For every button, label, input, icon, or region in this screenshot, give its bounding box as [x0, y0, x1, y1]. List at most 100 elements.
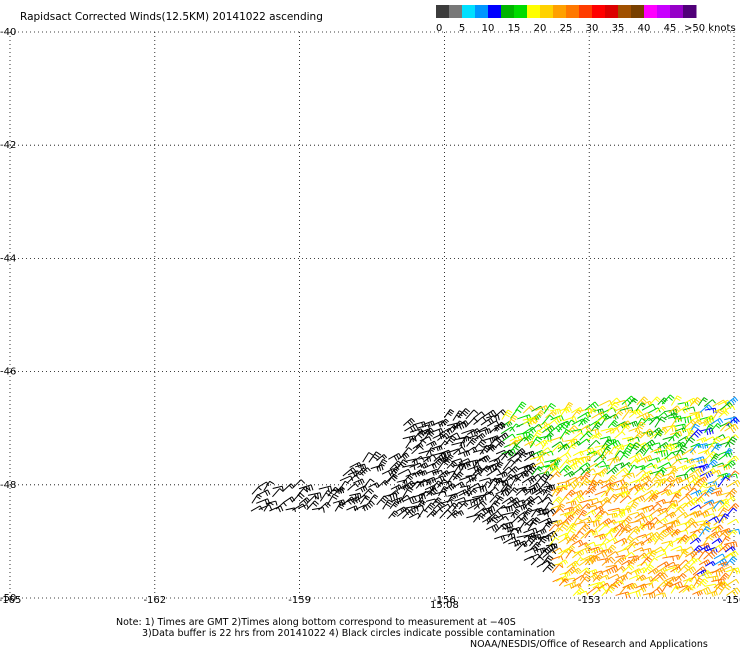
barb-flag	[690, 468, 694, 473]
barb-flag	[521, 489, 526, 494]
barb-flag	[456, 475, 461, 479]
barb-flag	[650, 470, 654, 475]
wind-barb	[718, 452, 732, 461]
wind-barb	[551, 564, 564, 573]
barb-shaft	[698, 559, 709, 566]
wind-barb	[542, 549, 557, 558]
barb-flag	[712, 461, 717, 466]
barb-flag	[525, 470, 530, 476]
wind-barb	[684, 533, 699, 545]
barb-flag	[402, 455, 406, 460]
barb-shaft	[612, 450, 621, 461]
barb-flag	[734, 568, 738, 575]
wind-barb	[697, 586, 711, 595]
barb-shaft	[713, 519, 722, 526]
barb-shaft	[584, 509, 594, 517]
barb-flag	[595, 520, 598, 527]
barb-flag	[601, 470, 606, 475]
barb-shaft	[656, 477, 665, 488]
wind-barb	[619, 450, 632, 461]
barb-flag	[453, 502, 459, 508]
y-tick-label: -42	[0, 140, 16, 151]
wind-barb	[549, 408, 562, 415]
barb-flag	[526, 511, 531, 515]
barb-flag	[570, 514, 575, 519]
barb-flag	[584, 480, 590, 484]
wind-barb	[720, 421, 734, 432]
barb-flag	[639, 496, 644, 502]
barb-flag	[488, 419, 492, 425]
barb-flag	[435, 461, 440, 466]
barb-flag	[583, 475, 589, 480]
barb-flag	[460, 458, 463, 464]
barb-shaft	[626, 541, 635, 551]
wind-barb	[494, 440, 506, 449]
wind-barb	[713, 409, 724, 419]
barb-flag	[693, 433, 699, 438]
barb-shaft	[641, 521, 649, 530]
barb-shaft	[510, 508, 517, 518]
wind-barb	[272, 488, 284, 498]
barb-shaft	[538, 447, 549, 455]
wind-barb	[675, 486, 688, 497]
barb-shaft	[613, 537, 625, 545]
barb-flag	[694, 464, 698, 470]
barb-shaft	[633, 547, 643, 552]
barb-shaft	[633, 431, 641, 440]
wind-barb	[670, 417, 682, 428]
barb-flag	[708, 536, 714, 541]
wind-barb	[668, 519, 681, 531]
barb-flag	[552, 411, 557, 416]
wind-barb	[649, 519, 663, 531]
wind-barb	[605, 527, 616, 537]
wind-barb	[689, 510, 703, 518]
barb-flag	[395, 500, 400, 505]
barb-flag	[664, 427, 669, 432]
wind-barb	[657, 510, 669, 517]
barb-flag	[574, 570, 579, 575]
barb-flag	[453, 494, 457, 499]
wind-barb	[713, 519, 724, 526]
wind-barb	[401, 447, 413, 456]
wind-barb	[263, 502, 274, 512]
barb-flag	[707, 542, 711, 548]
barb-shaft	[550, 505, 560, 510]
barb-shaft	[657, 510, 666, 517]
barb-flag	[592, 486, 597, 491]
barb-flag	[645, 561, 648, 567]
barb-flag	[568, 508, 571, 513]
barb-shaft	[516, 534, 529, 538]
barb-shaft	[692, 520, 705, 524]
wind-barb	[377, 480, 389, 488]
barb-flag	[429, 431, 435, 436]
barb-shaft	[594, 509, 602, 518]
barb-shaft	[604, 544, 613, 554]
barb-flag	[676, 555, 679, 560]
barb-shaft	[682, 406, 694, 411]
barb-flag	[652, 493, 658, 499]
wind-barb	[726, 479, 740, 488]
wind-barbs-layer	[250, 394, 740, 599]
barb-shaft	[354, 463, 365, 468]
barb-flag	[412, 425, 417, 431]
barb-flag	[724, 411, 728, 416]
barb-shaft	[629, 568, 640, 575]
barb-shaft	[509, 423, 517, 432]
wind-barb	[388, 490, 400, 497]
wind-barb	[619, 585, 631, 595]
barb-flag	[486, 444, 491, 449]
barb-flag	[622, 469, 627, 475]
barb-flag	[543, 535, 549, 540]
barb-shaft	[725, 550, 736, 559]
barb-shaft	[510, 458, 519, 468]
barb-shaft	[704, 445, 713, 454]
barb-shaft	[479, 455, 488, 462]
barb-flag	[477, 468, 483, 473]
color-scale-legend: 0 5 10 15 20 25 30 35 40 45 >50 knots	[436, 5, 736, 34]
barb-shaft	[661, 394, 671, 405]
wind-barb	[558, 408, 571, 419]
barb-shaft	[591, 473, 598, 482]
barb-shaft	[662, 521, 675, 526]
barb-shaft	[291, 492, 301, 503]
barb-flag	[528, 452, 532, 457]
